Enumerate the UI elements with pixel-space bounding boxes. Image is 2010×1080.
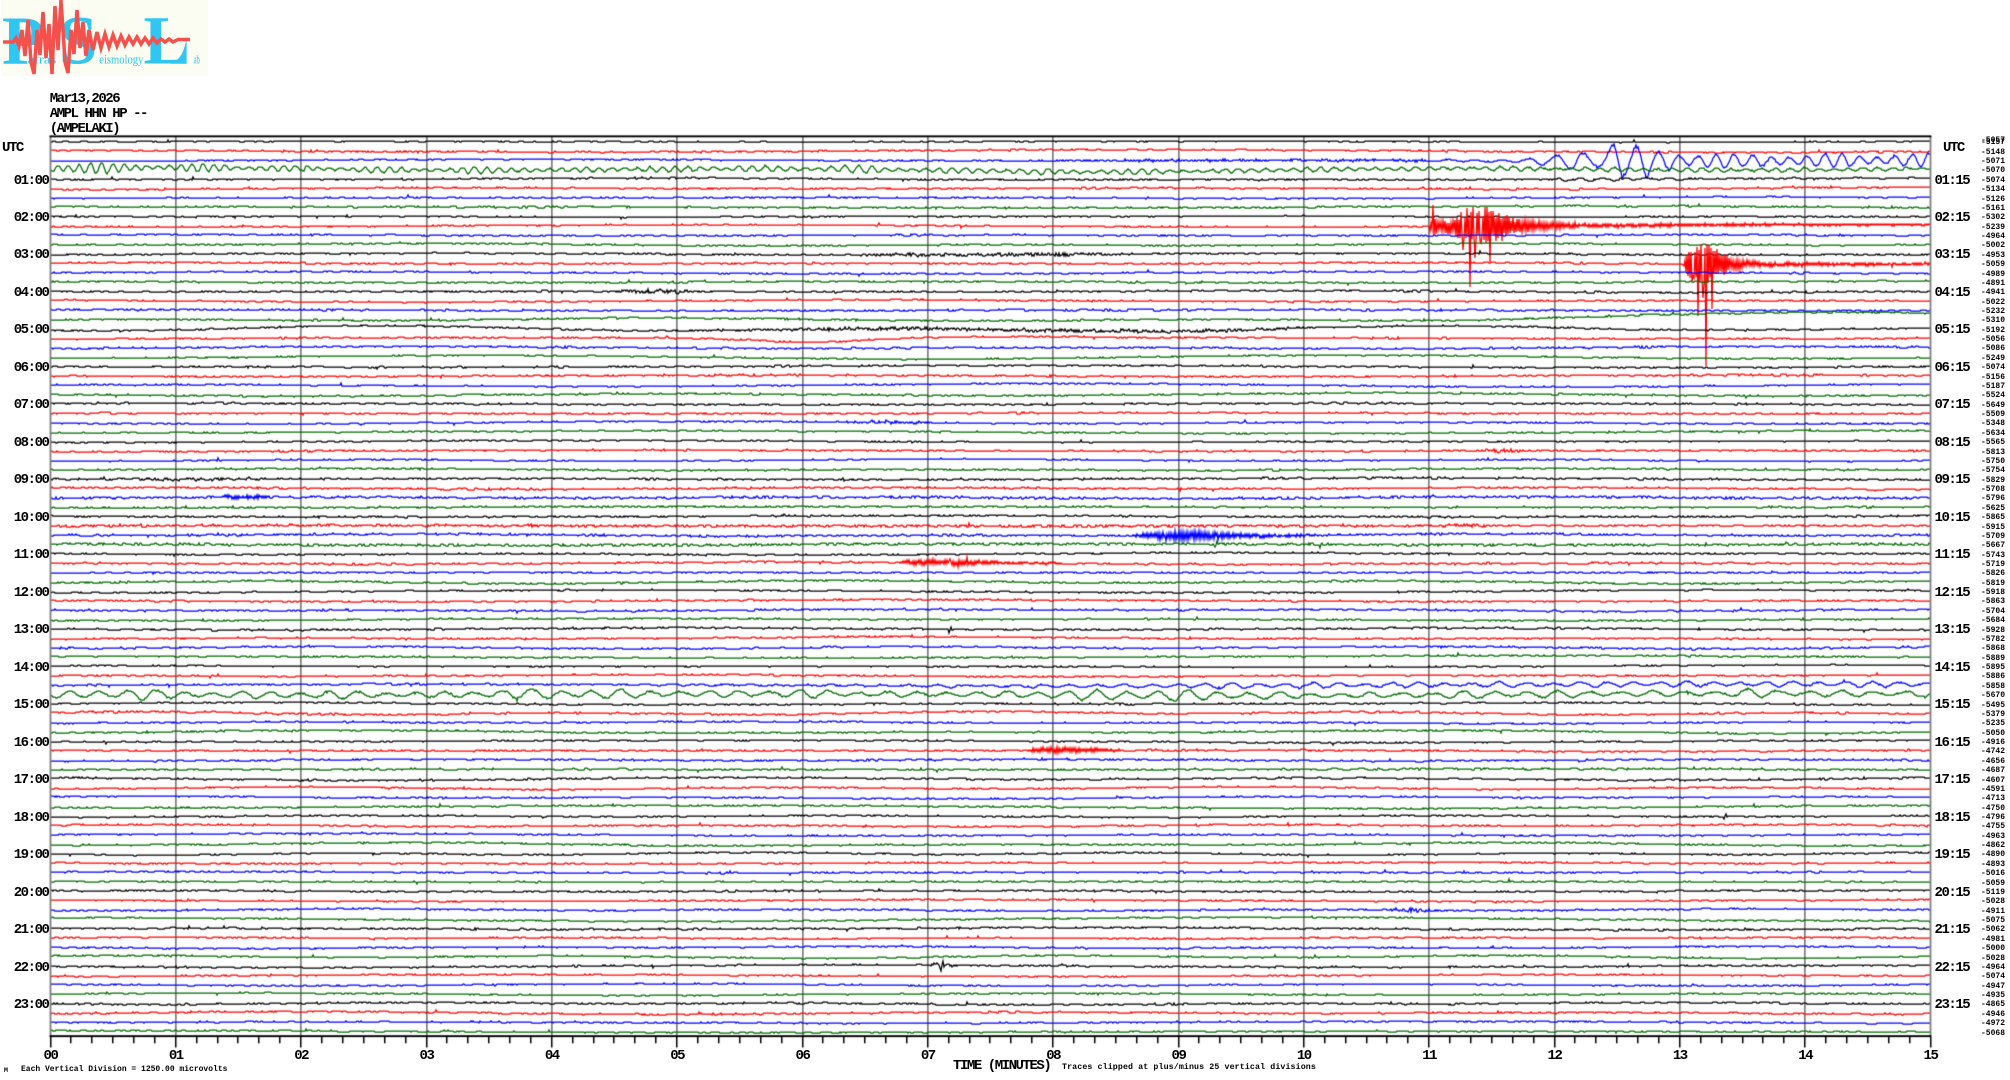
svg-text:eismology: eismology [99, 51, 143, 66]
svg-text:ab: ab [194, 51, 200, 66]
